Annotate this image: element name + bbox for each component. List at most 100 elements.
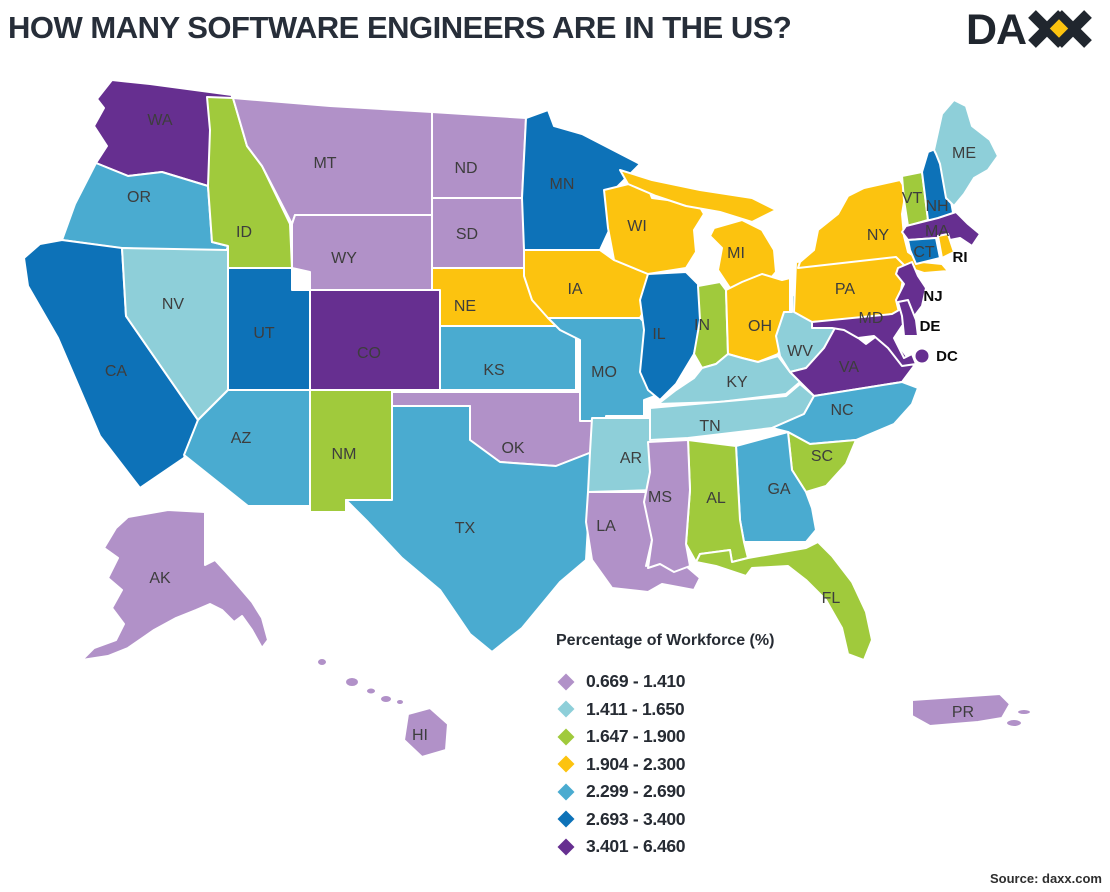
legend-item-label: 2.693 - 3.400	[586, 808, 686, 829]
state-label-WA: WA	[147, 112, 173, 129]
state-label-VA: VA	[839, 359, 859, 376]
legend: Percentage of Workforce (%) 0.669 - 1.41…	[556, 632, 816, 861]
state-pr-islet-1	[1016, 708, 1032, 716]
state-hi-island-3	[365, 686, 377, 696]
daxx-logo-graphic: DA	[966, 6, 1092, 54]
state-label-TN: TN	[699, 418, 720, 435]
state-label-ME: ME	[952, 145, 976, 162]
state-label-WI: WI	[627, 218, 647, 235]
state-label-NJ: NJ	[923, 288, 942, 305]
state-label-UT: UT	[253, 325, 275, 342]
legend-diamond-icon	[557, 728, 575, 746]
state-ak	[81, 509, 269, 661]
state-label-WY: WY	[331, 250, 357, 267]
state-label-IN: IN	[694, 317, 710, 334]
state-label-NE: NE	[454, 298, 476, 315]
state-label-RI: RI	[953, 249, 968, 266]
state-ky	[657, 353, 801, 405]
state-ma	[901, 211, 981, 247]
logo-diamond-icon	[1049, 19, 1069, 38]
state-label-CO: CO	[357, 345, 381, 362]
state-mi-upper	[619, 169, 777, 223]
state-label-SD: SD	[456, 226, 478, 243]
state-label-IA: IA	[567, 281, 582, 298]
state-label-MS: MS	[648, 489, 672, 506]
source-credit: Source: daxx.com	[990, 871, 1102, 886]
state-label-WV: WV	[787, 343, 813, 360]
legend-diamond-icon	[557, 755, 575, 773]
legend-diamond-icon	[557, 783, 575, 801]
state-label-AR: AR	[620, 450, 642, 467]
state-label-OK: OK	[501, 440, 524, 457]
state-label-KS: KS	[483, 362, 504, 379]
state-hi-island-2	[344, 676, 360, 688]
state-ks	[439, 325, 577, 391]
state-label-FL: FL	[822, 590, 841, 607]
state-ri	[937, 233, 955, 259]
state-label-AZ: AZ	[231, 430, 252, 447]
state-label-MT: MT	[313, 155, 336, 172]
state-hi-island-5	[395, 698, 405, 706]
state-label-GA: GA	[767, 481, 790, 498]
state-nd	[431, 111, 527, 199]
legend-item-3: 1.647 - 1.900	[556, 723, 816, 751]
legend-items: 0.669 - 1.410 1.411 - 1.650 1.647 - 1.900 1…	[556, 668, 816, 861]
legend-item-6: 2.693 - 3.400	[556, 806, 816, 834]
state-me	[933, 99, 999, 207]
legend-item-4: 1.904 - 2.300	[556, 751, 816, 779]
state-fl	[695, 541, 873, 661]
legend-diamond-icon	[557, 810, 575, 828]
state-label-MD: MD	[859, 310, 884, 327]
state-label-DE: DE	[920, 318, 941, 335]
legend-diamond-icon	[557, 700, 575, 718]
state-label-MI: MI	[727, 245, 745, 262]
daxx-logo: DA	[966, 6, 1102, 57]
state-label-MN: MN	[550, 176, 575, 193]
state-hi-island-1	[316, 657, 328, 667]
state-il	[639, 271, 703, 401]
state-label-HI: HI	[412, 727, 428, 744]
state-label-MA: MA	[925, 223, 949, 240]
state-label-AL: AL	[706, 490, 726, 507]
state-label-DC: DC	[936, 348, 958, 365]
state-label-NM: NM	[332, 446, 357, 463]
state-label-NY: NY	[867, 227, 890, 244]
state-label-TX: TX	[455, 520, 476, 537]
state-label-CA: CA	[105, 363, 128, 380]
state-dc-dot	[913, 347, 931, 365]
state-label-PA: PA	[835, 281, 855, 298]
legend-item-label: 0.669 - 1.410	[586, 671, 686, 692]
state-label-ND: ND	[454, 160, 477, 177]
state-hi-island-4	[379, 694, 393, 704]
legend-item-label: 1.904 - 2.300	[586, 753, 686, 774]
state-hi	[403, 707, 449, 758]
state-label-OR: OR	[127, 189, 151, 206]
state-label-SC: SC	[811, 448, 833, 465]
state-co	[309, 289, 441, 391]
state-ny	[797, 179, 949, 274]
state-pr	[911, 693, 1011, 727]
legend-diamond-icon	[557, 838, 575, 856]
state-label-NV: NV	[162, 296, 185, 313]
state-tx	[345, 405, 595, 653]
state-ct	[907, 237, 941, 265]
state-label-KY: KY	[726, 374, 748, 391]
state-de	[897, 299, 919, 337]
legend-item-5: 2.299 - 2.690	[556, 778, 816, 806]
state-label-IL: IL	[652, 326, 665, 343]
state-ms	[643, 439, 691, 573]
legend-title: Percentage of Workforce (%)	[556, 632, 775, 649]
legend-item-7: 3.401 - 6.460	[556, 833, 816, 861]
state-label-VT: VT	[902, 190, 923, 207]
state-label-PR: PR	[952, 704, 974, 721]
state-label-AK: AK	[149, 570, 171, 587]
legend-diamond-icon	[557, 673, 575, 691]
logo-da-text: DA	[968, 6, 1026, 52]
state-sd	[431, 197, 527, 269]
state-label-MO: MO	[591, 364, 617, 381]
state-label-CT: CT	[913, 244, 935, 261]
legend-item-label: 1.411 - 1.650	[586, 698, 685, 719]
state-label-OH: OH	[748, 318, 772, 335]
